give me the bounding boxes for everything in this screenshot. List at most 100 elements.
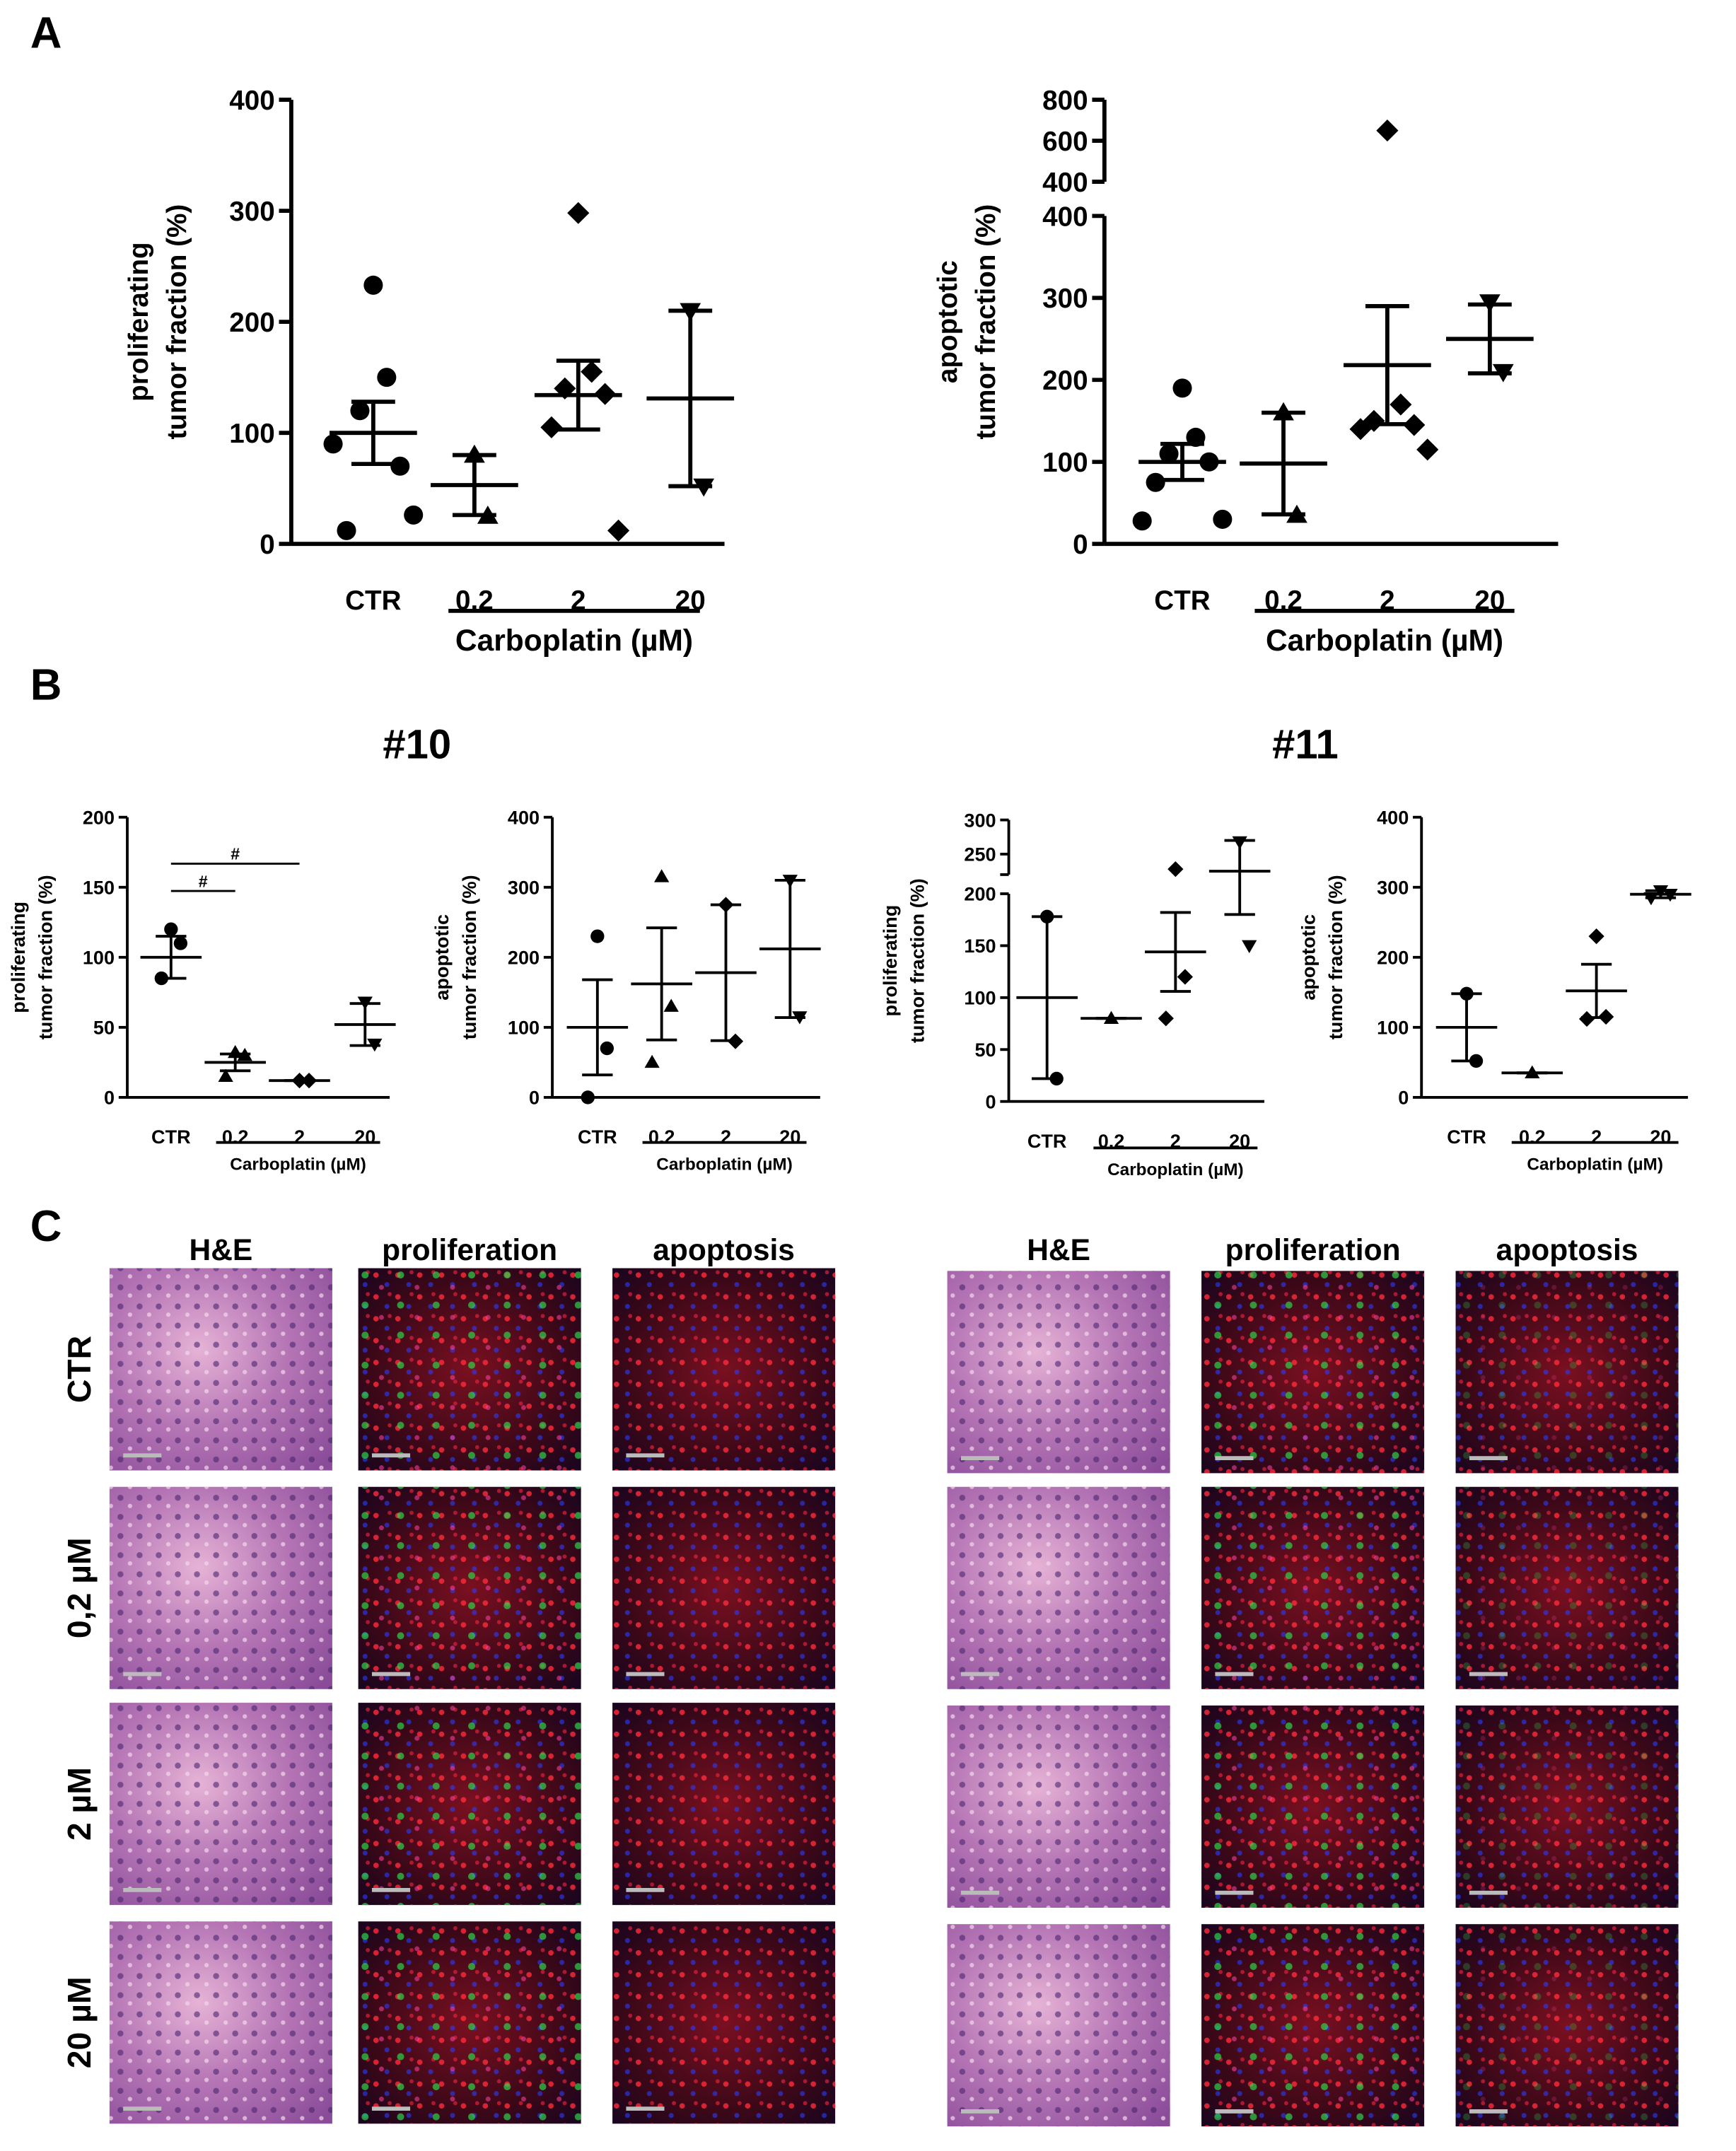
y-tick-label: 400 (1042, 202, 1088, 232)
data-point (567, 202, 590, 224)
x-tick-label: 2 (1591, 1126, 1602, 1148)
y-tick-label: 0 (986, 1091, 996, 1112)
green-signal (1201, 1486, 1425, 1689)
data-point (1146, 472, 1165, 492)
green-signal (358, 1703, 581, 1906)
data-point (323, 434, 343, 454)
y-axis-label: apoptotic (933, 260, 963, 383)
y-tick-label: 300 (229, 197, 274, 227)
y-tick-label: 100 (508, 1018, 540, 1039)
y-axis-label: apoptotic (1298, 914, 1319, 1001)
x-tick-label: CTR (1447, 1126, 1486, 1148)
x-tick-label: 2 (571, 585, 586, 616)
y-tick-label: 0 (529, 1088, 540, 1109)
data-point (1242, 940, 1257, 954)
x-group-label: Carboplatin (µM) (656, 1155, 793, 1174)
data-point (173, 936, 188, 950)
data-point (540, 416, 563, 438)
column-header: H&E (1027, 1234, 1090, 1267)
x-tick-label: CTR (151, 1126, 191, 1148)
column-header: apoptosis (1496, 1234, 1638, 1267)
green-signal (358, 1486, 581, 1689)
y-tick-label: 150 (964, 935, 996, 957)
x-tick-label: 2 (294, 1126, 305, 1148)
data-point (581, 361, 603, 383)
column-header: H&E (190, 1234, 253, 1267)
data-point (1403, 414, 1426, 436)
green-signal (358, 1921, 581, 2124)
data-point (1363, 409, 1385, 432)
data-point (1578, 1010, 1595, 1027)
x-tick-label: 0.2 (648, 1126, 675, 1148)
x-group-label: Carboplatin (µM) (1107, 1160, 1244, 1179)
group-title: #11 (1272, 723, 1339, 768)
y-tick-label: 300 (964, 810, 996, 831)
he-texture (947, 1271, 1170, 1474)
fluorescence-texture (612, 1486, 836, 1689)
y-axis-label: tumor fraction (%) (162, 204, 192, 440)
data-point (1167, 861, 1184, 878)
y-tick-label: 200 (964, 884, 996, 905)
he-texture (947, 1486, 1170, 1689)
y-tick-label: 200 (229, 308, 274, 338)
y-tick-label: 50 (974, 1039, 996, 1061)
x-tick-label: CTR (1027, 1131, 1067, 1152)
x-tick-label: 20 (1650, 1126, 1671, 1148)
x-tick-label: 20 (779, 1126, 800, 1148)
y-axis-label: proliferating (880, 905, 901, 1017)
y-tick-label: 200 (1042, 366, 1088, 396)
data-point (218, 1068, 233, 1082)
he-texture (947, 1705, 1170, 1908)
column-header: proliferation (1225, 1234, 1401, 1267)
panel-label: C (30, 1202, 62, 1251)
he-texture (109, 1921, 332, 2124)
y-tick-label: 100 (1377, 1018, 1409, 1039)
y-axis-label: tumor fraction (%) (907, 878, 928, 1043)
he-texture (947, 1924, 1170, 2127)
x-tick-label: 0.2 (222, 1126, 249, 1148)
data-point (1177, 969, 1193, 985)
y-axis-label: tumor fraction (%) (1325, 875, 1346, 1039)
y-tick-label: 400 (508, 807, 540, 828)
y-tick-label: 50 (93, 1018, 115, 1039)
data-point (600, 1041, 614, 1056)
he-texture (109, 1486, 332, 1689)
data-point (1416, 438, 1439, 461)
data-point (663, 998, 679, 1012)
green-signal (1455, 1705, 1679, 1908)
green-signal (1455, 1924, 1679, 2127)
y-tick-label: 250 (964, 844, 996, 865)
x-group-label: Carboplatin (µM) (1266, 624, 1503, 658)
x-group-label: Carboplatin (µM) (230, 1155, 366, 1174)
significance-label: # (199, 872, 208, 890)
y-tick-label: 400 (229, 86, 274, 116)
y-tick-label: 300 (1377, 878, 1409, 899)
significance-label: # (231, 845, 240, 863)
y-axis-label: proliferating (8, 902, 29, 1013)
x-group-label: Carboplatin (µM) (455, 624, 693, 658)
x-tick-label: 20 (354, 1126, 375, 1148)
x-group-label: Carboplatin (µM) (1527, 1155, 1663, 1174)
y-tick-label: 200 (508, 948, 540, 969)
y-tick-label: 800 (1042, 86, 1088, 116)
row-label: 20 µM (61, 1976, 98, 2068)
column-header: apoptosis (653, 1234, 795, 1267)
data-point (404, 505, 424, 525)
green-signal (1455, 1271, 1679, 1474)
column-header: proliferation (382, 1234, 557, 1267)
data-point (1588, 928, 1604, 945)
he-texture (109, 1268, 332, 1471)
data-point (654, 869, 670, 882)
fluorescence-texture (612, 1921, 836, 2124)
data-point (1213, 509, 1233, 529)
y-axis-label: tumor fraction (%) (971, 204, 1001, 440)
y-tick-label: 0 (104, 1088, 115, 1109)
y-tick-label: 300 (1042, 284, 1088, 314)
data-point (350, 401, 370, 421)
fluorescence-texture (612, 1268, 836, 1471)
y-tick-label: 150 (83, 878, 115, 899)
data-point (1390, 393, 1412, 416)
x-tick-label: CTR (578, 1126, 617, 1148)
x-tick-label: CTR (1154, 585, 1211, 616)
